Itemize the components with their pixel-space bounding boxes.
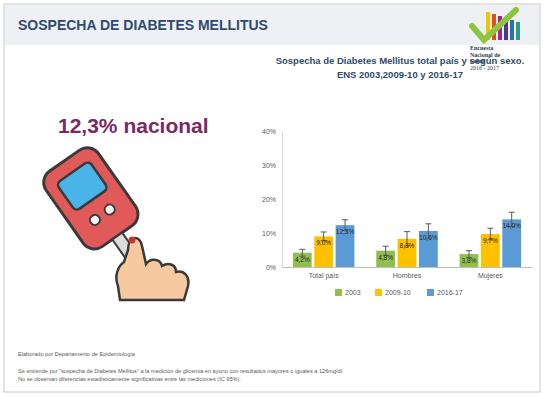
bar <box>398 239 417 267</box>
y-axis: 0% 10% 20% 30% 40% <box>262 128 283 271</box>
y-tick: 30% <box>262 162 282 169</box>
y-tick-label: 30% <box>262 162 276 169</box>
logo-text: Encuesta <box>470 45 493 51</box>
legend-swatch <box>335 289 342 296</box>
error-bar-cap <box>509 212 515 213</box>
logo-stripe <box>510 20 514 40</box>
x-tick: Hombres <box>393 267 422 279</box>
y-tick-label: 0% <box>266 264 276 271</box>
background <box>0 0 548 398</box>
legend-label: 2003 <box>345 289 361 296</box>
y-tick-label: 40% <box>262 128 276 135</box>
bar <box>376 251 395 267</box>
illustration <box>38 142 188 300</box>
error-bar-cap <box>425 223 431 224</box>
data-label: 9,0% <box>316 239 331 246</box>
chart-subtitle: ENS 2003,2009-10 y 2016-17 <box>337 69 463 80</box>
data-label: 14,0% <box>502 222 521 229</box>
bar <box>419 231 438 267</box>
error-bar-cap <box>299 249 305 250</box>
glucometer-button <box>88 213 102 227</box>
error-bar-cap <box>383 246 389 247</box>
slide: SOSPECHA DE DIABETES MELLITUSEncuestaNac… <box>0 0 548 398</box>
legend-label: 2016-17 <box>437 289 463 296</box>
data-label: 10,6% <box>419 234 438 241</box>
bar <box>502 219 521 267</box>
headline: 12,3% nacional <box>58 114 209 137</box>
error-bar-cap <box>321 231 327 232</box>
x-axis: Total país Hombres Mujeres <box>283 267 533 280</box>
data-labels: 4,2% 4,8% 3,8% 9,0% 8,3% 9,7% 12,3% 10,6% 14,0% <box>295 222 521 264</box>
legend-swatch <box>427 289 434 296</box>
x-axis-line <box>283 267 533 268</box>
x-tick: Mujeres <box>478 267 503 280</box>
glucometer-body <box>38 142 143 254</box>
bar <box>336 225 355 267</box>
header-title: SOSPECHA DE DIABETES MELLITUS <box>18 17 268 33</box>
data-label: 3,8% <box>462 257 477 264</box>
legend-swatch <box>375 289 382 296</box>
y-tick: 10% <box>262 230 282 237</box>
legend-label: 2009-10 <box>385 289 411 296</box>
y-tick: 20% <box>262 196 282 203</box>
slide-frame <box>4 4 540 392</box>
data-label: 9,7% <box>483 237 498 244</box>
footnote: No se observan diferencias estadísticame… <box>18 376 241 382</box>
x-tick-label: Total país <box>309 272 339 280</box>
legend: 2003 2009-10 2016-17 <box>335 289 463 296</box>
y-tick: 0% <box>266 264 282 271</box>
error-bar-cap <box>487 228 493 229</box>
blood-drop <box>129 237 136 244</box>
footnote: Elaborado por Departamento de Epidemiolo… <box>18 351 136 357</box>
header-band <box>5 5 539 45</box>
glucometer-screen <box>56 161 108 212</box>
y-tick-label: 10% <box>262 230 276 237</box>
x-tick-label: Hombres <box>393 272 422 279</box>
bar <box>314 236 333 267</box>
error-bar-cap <box>404 231 410 232</box>
glucometer-button <box>103 203 117 217</box>
hand <box>116 238 188 300</box>
plot-area <box>293 212 521 267</box>
bar <box>481 234 500 267</box>
footnote: Se entiende por "sospecha de Diabetes Me… <box>18 368 344 374</box>
bar <box>293 253 312 267</box>
data-label: 4,8% <box>378 254 393 261</box>
error-bar-cap <box>466 250 472 251</box>
y-axis-line <box>282 132 283 268</box>
x-tick-label: Mujeres <box>478 272 503 280</box>
data-label: 12,3% <box>336 228 355 235</box>
data-label: 8,3% <box>400 242 415 249</box>
logo-stripe <box>516 22 520 40</box>
logo-check <box>472 10 516 40</box>
chart-title: Sospecha de Diabetes Mellitus total país… <box>276 55 525 66</box>
y-tick: 40% <box>262 128 282 135</box>
data-label: 4,2% <box>295 256 310 263</box>
y-tick-label: 20% <box>262 196 276 203</box>
x-tick: Total país <box>309 267 339 280</box>
error-bar-cap <box>342 219 348 220</box>
